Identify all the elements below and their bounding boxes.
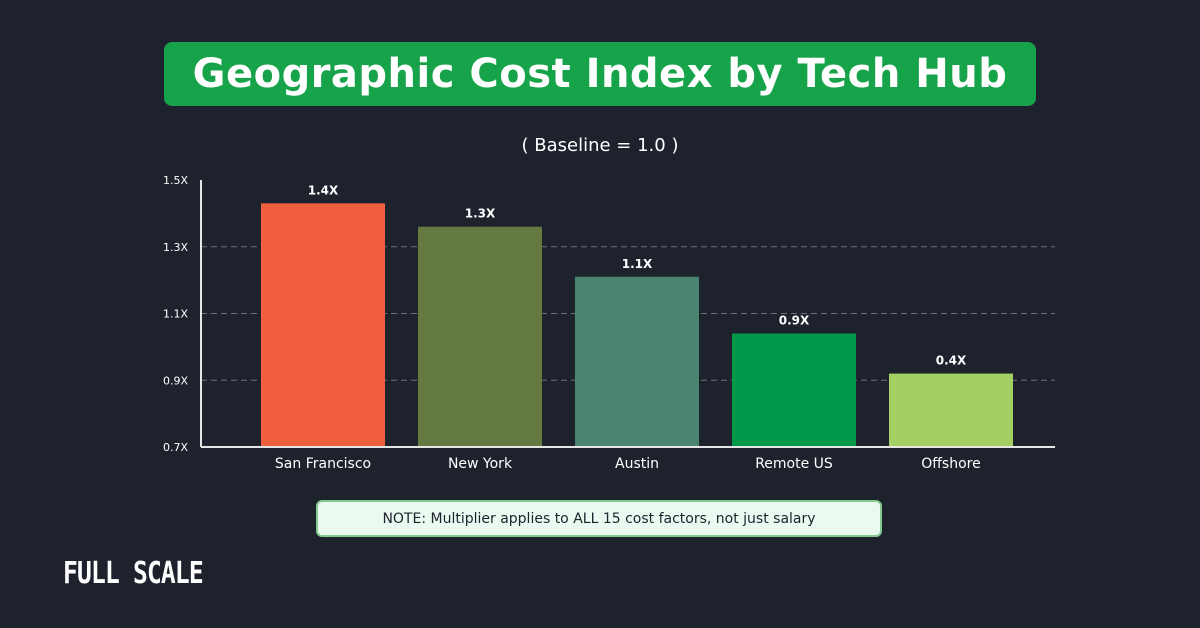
y-tick-label: 1.5X xyxy=(163,174,188,187)
data-label: 0.4X xyxy=(936,354,967,368)
bar-remote-us xyxy=(732,333,856,447)
y-tick-label: 1.1X xyxy=(163,308,188,321)
y-tick-label: 1.3X xyxy=(163,241,188,254)
x-tick-label: San Francisco xyxy=(275,456,371,472)
y-tick-label: 0.7X xyxy=(163,441,188,454)
full-scale-logo: FULL SCALE xyxy=(63,556,204,591)
bar-chart: 0.7X 0.9X 1.1X 1.3X 1.5X 1.4X San Francisco 1.3… xyxy=(163,174,1055,472)
data-label: 1.3X xyxy=(465,207,496,221)
bar-austin xyxy=(575,276,699,447)
bar-offshore xyxy=(889,373,1013,447)
y-tick-label: 0.9X xyxy=(163,374,188,387)
x-tick-label: Remote US xyxy=(755,456,833,472)
x-tick-label: New York xyxy=(448,456,513,472)
chart-title-banner: Geographic Cost Index by Tech Hub xyxy=(164,42,1036,106)
note-box: NOTE: Multiplier applies to ALL 15 cost … xyxy=(316,500,882,537)
chart-title: Geographic Cost Index by Tech Hub xyxy=(192,51,1008,97)
data-label: 1.4X xyxy=(308,183,339,197)
x-tick-label: Austin xyxy=(615,456,659,472)
bar-san-francisco xyxy=(261,203,385,447)
chart-subtitle: ( Baseline = 1.0 ) xyxy=(521,135,679,156)
data-label: 1.1X xyxy=(622,257,653,271)
bar-new-york xyxy=(418,226,542,447)
data-label: 0.9X xyxy=(779,314,810,328)
x-tick-label: Offshore xyxy=(921,456,980,472)
note-text: NOTE: Multiplier applies to ALL 15 cost … xyxy=(382,510,816,527)
